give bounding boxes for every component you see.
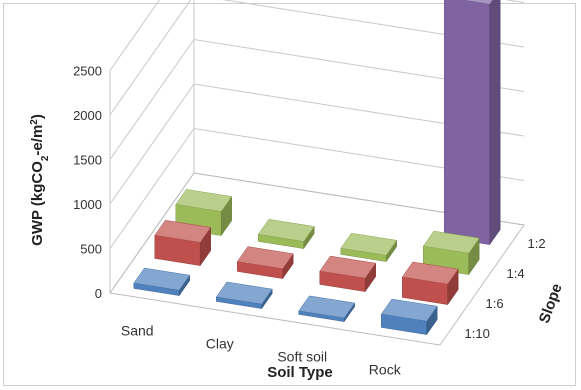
bar-rock-1-6	[401, 261, 459, 306]
bar-front-face	[444, 0, 490, 245]
bar-top-face	[154, 220, 212, 243]
y-axis-title: GWP (kgCO2-e/m2)	[29, 114, 51, 246]
bar-top-face	[257, 219, 315, 242]
z-axis-title: Slope	[536, 281, 566, 325]
z-tick-label: 1:6	[486, 296, 504, 311]
bar-top-face	[319, 255, 377, 279]
bar-top-face	[380, 298, 438, 322]
x-tick-label: Sand	[121, 323, 154, 339]
bar-top-face	[460, 0, 494, 5]
bar-rock-1-10	[380, 298, 438, 336]
bar-clay-1-10	[215, 281, 273, 310]
gridline-2000	[109, 0, 525, 116]
z-axis: 1:10 1:61:41:2	[465, 236, 546, 341]
bar-soft-soil-1-10	[298, 295, 356, 323]
bar-soft-soil-1-4	[340, 232, 398, 263]
gridlines	[109, 0, 525, 346]
z-tick-label: 1:4	[507, 266, 525, 281]
bars	[133, 0, 501, 336]
bar-sand-1-10	[133, 267, 191, 297]
y-tick-label: 500	[80, 242, 102, 257]
y-tick-label: 2000	[73, 108, 102, 123]
bar-top-face	[215, 281, 273, 305]
bar-clay-1-4	[257, 219, 315, 250]
bar-clay-1-6	[236, 246, 294, 280]
bar-sand-1-6	[154, 220, 212, 267]
x-tick-label: Clay	[206, 336, 234, 352]
x-tick-label: Rock	[369, 362, 402, 378]
y-tick-label: 1500	[73, 153, 102, 168]
bar-side-face	[489, 0, 501, 246]
z-tick-label: 1:2	[528, 236, 546, 251]
x-tick-label: Soft soil	[277, 349, 327, 365]
bar-top-face	[133, 267, 191, 291]
bar-top-face	[422, 230, 480, 254]
y-tick-label: 1000	[73, 197, 102, 212]
bar-top-face	[401, 261, 459, 285]
x-axis: Sand Clay Soft soil Rock	[121, 323, 402, 378]
z-tick-label: 1:10	[465, 326, 490, 341]
y-tick-label: 2500	[73, 64, 102, 79]
bar-soft-soil-1-6	[319, 255, 377, 293]
bar-top-face	[175, 189, 233, 212]
floor	[109, 172, 525, 346]
bar-top-face	[298, 295, 356, 319]
y-axis: 0 500 1000 1500 2000 2500	[73, 64, 102, 302]
x-axis-title: Soil Type	[267, 364, 333, 381]
bar-top-face	[236, 246, 294, 270]
y-tick-label: 0	[95, 286, 102, 301]
bar-rock-1-2	[444, 0, 501, 246]
gridline-2500	[109, 0, 525, 71]
bar-top-face	[340, 232, 398, 256]
